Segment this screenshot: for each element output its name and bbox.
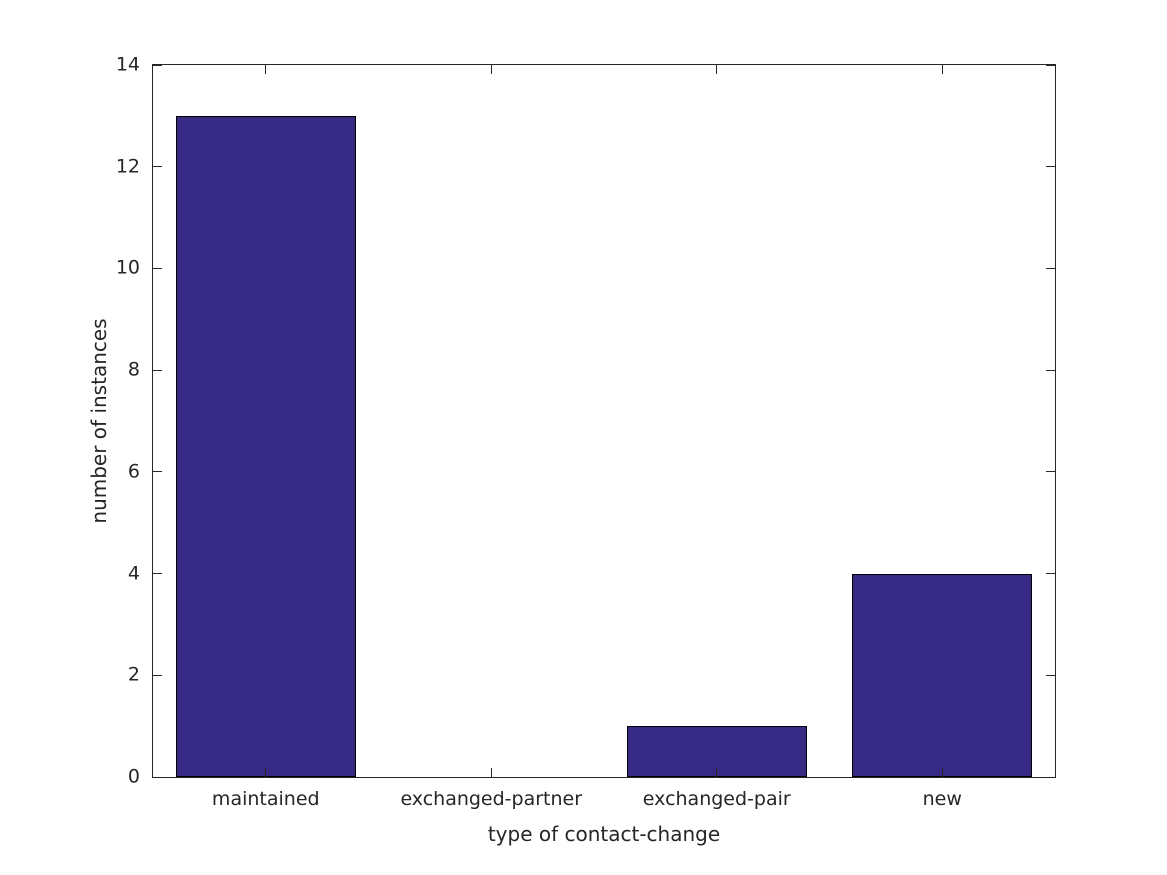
x-tick-mark xyxy=(490,65,492,74)
bar-new xyxy=(852,573,1033,777)
y-tick-mark xyxy=(1046,267,1055,269)
x-tick-mark xyxy=(716,768,718,777)
x-tick-mark xyxy=(941,65,943,74)
y-tick-label: 0 xyxy=(127,765,140,788)
y-axis-label: number of instances xyxy=(87,318,111,524)
y-tick-mark xyxy=(153,573,162,575)
y-tick-mark xyxy=(1046,776,1055,778)
y-tick-mark xyxy=(1046,166,1055,168)
y-tick-mark xyxy=(1046,64,1055,66)
x-tick-label: exchanged-pair xyxy=(642,788,791,810)
bar-maintained xyxy=(175,115,356,777)
x-tick-label: exchanged-partner xyxy=(400,788,583,810)
x-tick-mark xyxy=(265,65,267,74)
y-tick-mark xyxy=(153,369,162,371)
y-tick-label: 12 xyxy=(115,155,140,178)
y-tick-label: 14 xyxy=(115,53,140,76)
y-tick-mark xyxy=(153,166,162,168)
y-tick-mark xyxy=(153,64,162,66)
y-tick-mark xyxy=(1046,573,1055,575)
y-tick-mark xyxy=(153,776,162,778)
y-tick-mark xyxy=(1046,369,1055,371)
x-tick-mark xyxy=(490,768,492,777)
x-tick-mark xyxy=(265,768,267,777)
y-tick-mark xyxy=(1046,674,1055,676)
y-tick-label: 2 xyxy=(127,663,140,686)
y-tick-mark xyxy=(153,471,162,473)
y-tick-mark xyxy=(153,267,162,269)
y-tick-label: 8 xyxy=(127,358,140,381)
y-tick-label: 6 xyxy=(127,460,140,483)
x-axis-label: type of contact-change xyxy=(487,822,721,846)
x-tick-mark xyxy=(941,768,943,777)
y-tick-mark xyxy=(153,674,162,676)
x-tick-mark xyxy=(716,65,718,74)
y-tick-label: 4 xyxy=(127,562,140,585)
y-tick-mark xyxy=(1046,471,1055,473)
y-tick-label: 10 xyxy=(115,256,140,279)
plot-area: 0 2 4 6 8 10 12 14 maintained exchanged-partner ex… xyxy=(116,55,1056,810)
x-tick-label: new xyxy=(922,788,962,810)
x-tick-label: maintained xyxy=(211,788,320,810)
